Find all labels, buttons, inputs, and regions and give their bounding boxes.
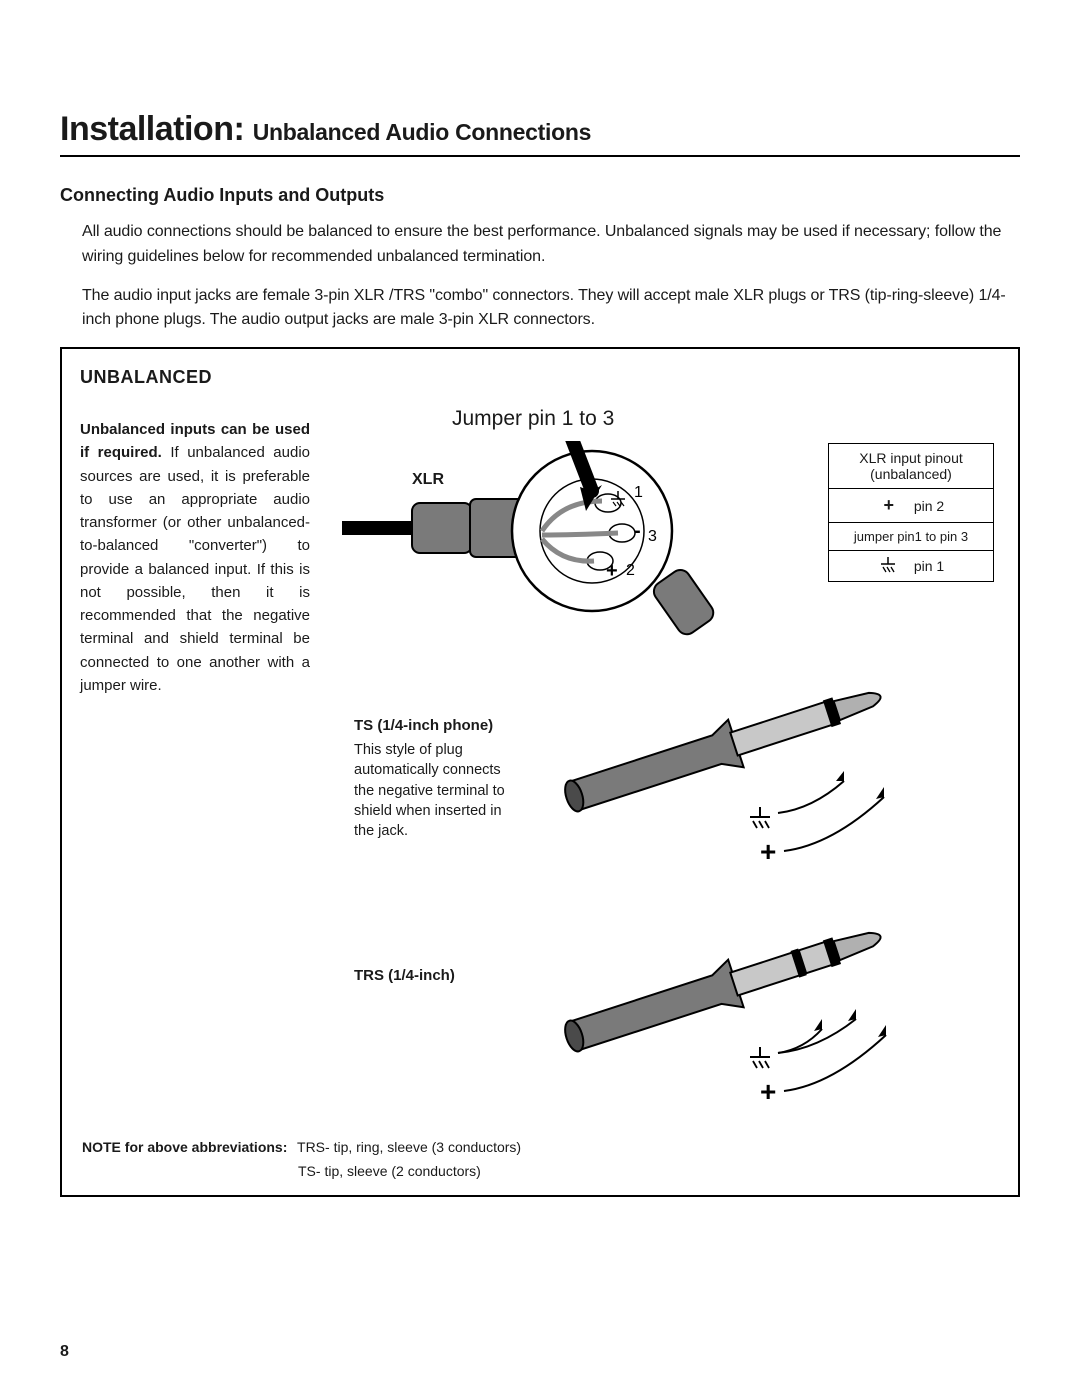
jumper-label: Jumper pin 1 to 3 bbox=[452, 407, 614, 431]
trs-plug-diagram: + bbox=[512, 907, 942, 1117]
section-header: Connecting Audio Inputs and Outputs bbox=[60, 185, 1020, 206]
diagram-area: Jumper pin 1 to 3 XLR 1 bbox=[332, 367, 1000, 1177]
box-description-rest: If unbalanced audio sources are used, it… bbox=[80, 444, 310, 694]
xlr-connector-diagram: 1 3 2 - + bbox=[342, 441, 722, 681]
plus-icon: + bbox=[878, 495, 900, 516]
pinout-table: XLR input pinout (unbalanced) + pin 2 ju… bbox=[828, 443, 994, 582]
minus-sign: - bbox=[634, 520, 641, 542]
abbrev-line1: TRS- tip, ring, sleeve (3 conductors) bbox=[297, 1139, 521, 1155]
pin2-label: 2 bbox=[626, 562, 635, 579]
box-description: Unbalanced inputs can be used if require… bbox=[80, 418, 310, 697]
page-number: 8 bbox=[60, 1343, 69, 1361]
pinout-header-line1: XLR input pinout bbox=[859, 450, 963, 466]
pinout-row-jumper-text: jumper pin1 to pin 3 bbox=[854, 529, 968, 544]
page-title-row: Installation: Unbalanced Audio Connectio… bbox=[60, 110, 1020, 157]
pin3-label: 3 bbox=[648, 528, 657, 545]
abbrev-line2: TS- tip, sleeve (2 conductors) bbox=[298, 1163, 521, 1179]
pinout-header: XLR input pinout (unbalanced) bbox=[829, 444, 993, 489]
ground-icon bbox=[878, 557, 900, 575]
trs-title: TRS (1/4-inch) bbox=[354, 967, 455, 984]
ts-description: This style of plug automatically connect… bbox=[354, 740, 524, 841]
ts-title: TS (1/4-inch phone) bbox=[354, 717, 524, 734]
unbalanced-box: UNBALANCED Unbalanced inputs can be used… bbox=[60, 347, 1020, 1197]
pin1-label: 1 bbox=[634, 484, 643, 501]
ts-section: TS (1/4-inch phone) This style of plug a… bbox=[354, 717, 524, 841]
title-main: Installation: bbox=[60, 110, 244, 148]
title-sub: Unbalanced Audio Connections bbox=[253, 119, 591, 145]
ground-icon bbox=[750, 807, 770, 828]
plus-icon: + bbox=[760, 1076, 776, 1107]
pinout-row-ground: pin 1 bbox=[829, 551, 993, 581]
ground-icon bbox=[750, 1047, 770, 1068]
abbrev-lead: NOTE for above abbreviations: bbox=[82, 1139, 287, 1155]
intro-paragraph-1: All audio connections should be balanced… bbox=[82, 220, 1020, 270]
pinout-row-jumper: jumper pin1 to pin 3 bbox=[829, 523, 993, 551]
pinout-row-plus-text: pin 2 bbox=[914, 498, 944, 514]
ts-plug-diagram: + bbox=[512, 667, 942, 867]
pinout-row-plus: + pin 2 bbox=[829, 489, 993, 523]
plus-sign: + bbox=[606, 560, 618, 582]
pinout-header-line2: (unbalanced) bbox=[870, 466, 952, 482]
pinout-row-ground-text: pin 1 bbox=[914, 558, 944, 574]
intro-paragraph-2: The audio input jacks are female 3-pin X… bbox=[82, 284, 1020, 334]
plus-icon: + bbox=[760, 836, 776, 867]
abbreviations-note: NOTE for above abbreviations: TRS- tip, … bbox=[82, 1139, 521, 1179]
